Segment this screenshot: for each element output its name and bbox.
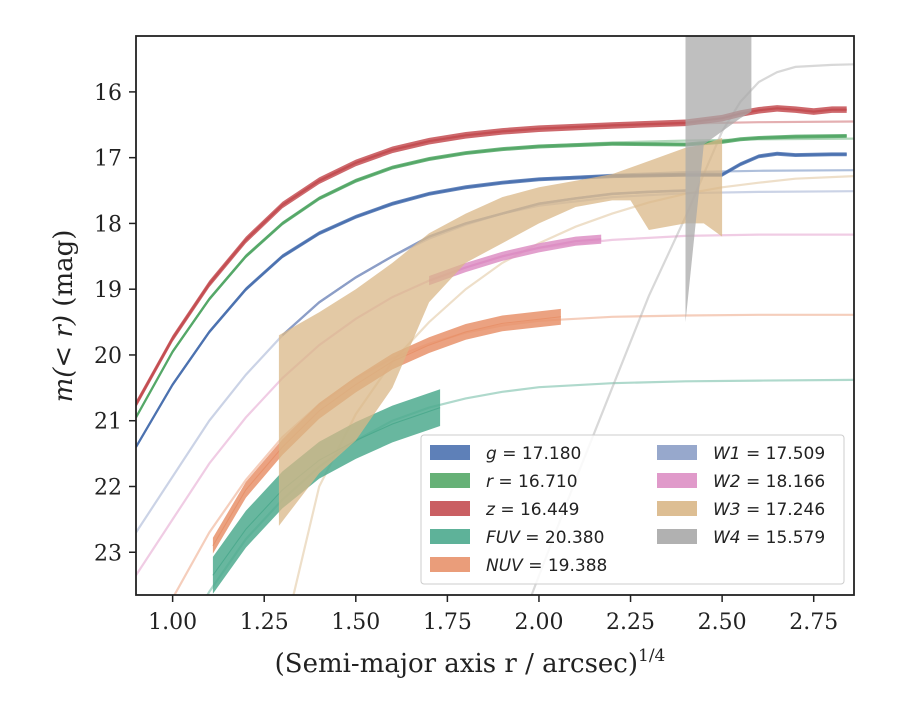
legend-swatch-W2 xyxy=(657,473,697,488)
legend-band-name: W3 xyxy=(713,500,741,520)
y-tick-label: 20 xyxy=(94,344,122,369)
x-axis-label-text: (Semi-major axis r / arcsec) xyxy=(275,649,638,679)
legend-band-name: W4 xyxy=(713,528,741,548)
legend-label-NUV: NUV = 19.388 xyxy=(486,556,607,576)
x-tick-label: 2.50 xyxy=(698,610,747,635)
axes-frame xyxy=(135,35,855,596)
y-tick-label: 16 xyxy=(94,81,122,106)
band-W3 xyxy=(278,137,723,526)
legend-swatch-W4 xyxy=(657,529,697,544)
legend-swatch-W3 xyxy=(657,501,697,516)
legend-label-z: z = 16.449 xyxy=(485,500,579,520)
legend-frame xyxy=(420,434,845,585)
legend-band-value: = 17.509 xyxy=(741,444,826,464)
legend-label-g: g = 17.180 xyxy=(486,444,581,464)
x-tick-label: 2.75 xyxy=(789,610,838,635)
legend-band-name: FUV xyxy=(486,528,521,548)
y-tick-label: 22 xyxy=(94,475,122,500)
plot-area xyxy=(136,36,854,595)
x-tick-label: 2.00 xyxy=(514,610,563,635)
y-tick-label: 19 xyxy=(94,278,122,303)
line-W2 xyxy=(428,238,602,282)
y-axis-label-unit: (mag) xyxy=(49,230,79,315)
legend-band-value: = 20.380 xyxy=(520,528,605,548)
band-FUV xyxy=(212,389,441,594)
y-axis-label: m(< r) (mag) xyxy=(49,230,79,403)
band-r xyxy=(136,134,847,420)
y-axis: 16 17 18 19 20 21 22 23 xyxy=(94,81,136,566)
legend-band-name: g xyxy=(486,444,497,464)
legend-label-W4: W4 = 15.579 xyxy=(713,528,825,548)
legend-label-W1: W1 = 17.509 xyxy=(713,444,825,464)
legend-band-name: W2 xyxy=(713,472,741,492)
legend-label-W2: W2 = 18.166 xyxy=(713,472,825,492)
y-axis-label-main: m(< r) xyxy=(49,315,79,402)
legend-band-value: = 19.388 xyxy=(523,556,608,576)
x-tick-label: 1.50 xyxy=(331,610,380,635)
legend-band-name: NUV xyxy=(486,556,524,576)
legend-label-W3: W3 = 17.246 xyxy=(713,500,825,520)
legend-swatch-g xyxy=(430,445,470,460)
legend-label-r: r = 16.710 xyxy=(486,472,578,492)
band-W2 xyxy=(429,234,602,286)
model-curve-r xyxy=(136,137,854,418)
legend-swatch-NUV xyxy=(430,557,470,572)
legend-label-FUV: FUV = 20.380 xyxy=(486,528,604,548)
x-axis: 1.00 1.25 1.50 1.75 2.00 2.25 2.50 2.75 xyxy=(148,595,838,635)
y-tick-label: 23 xyxy=(94,541,122,566)
line-g xyxy=(136,152,847,448)
band-g xyxy=(136,151,847,449)
legend-band-value: = 18.166 xyxy=(741,472,826,492)
legend-band-value: = 15.579 xyxy=(741,528,826,548)
y-tick-label: 17 xyxy=(94,147,122,172)
x-tick-label: 1.75 xyxy=(423,610,472,635)
legend-band-value: = 17.246 xyxy=(741,500,826,520)
legend-swatch-W1 xyxy=(657,445,697,460)
legend-band-name: W1 xyxy=(713,444,741,464)
x-axis-label-exponent: 1/4 xyxy=(638,646,665,666)
legend-band-name: z xyxy=(485,500,496,520)
x-tick-label: 2.25 xyxy=(606,610,655,635)
legend-band-value: = 17.180 xyxy=(497,444,582,464)
x-tick-label: 1.25 xyxy=(240,610,289,635)
line-r xyxy=(136,134,847,418)
legend-band-name: r xyxy=(486,472,494,492)
line-z xyxy=(136,107,847,405)
legend-swatch-z xyxy=(430,501,470,516)
x-axis-label: (Semi-major axis r / arcsec)1/4 xyxy=(275,646,666,679)
y-tick-label: 18 xyxy=(94,212,122,237)
band-W4 xyxy=(685,36,752,323)
legend-swatch-FUV xyxy=(430,529,470,544)
legend-swatch-r xyxy=(430,473,470,488)
legend-band-value: = 16.710 xyxy=(493,472,578,492)
y-tick-label: 21 xyxy=(94,410,122,435)
x-tick-label: 1.00 xyxy=(148,610,197,635)
legend-band-value: = 16.449 xyxy=(495,500,580,520)
